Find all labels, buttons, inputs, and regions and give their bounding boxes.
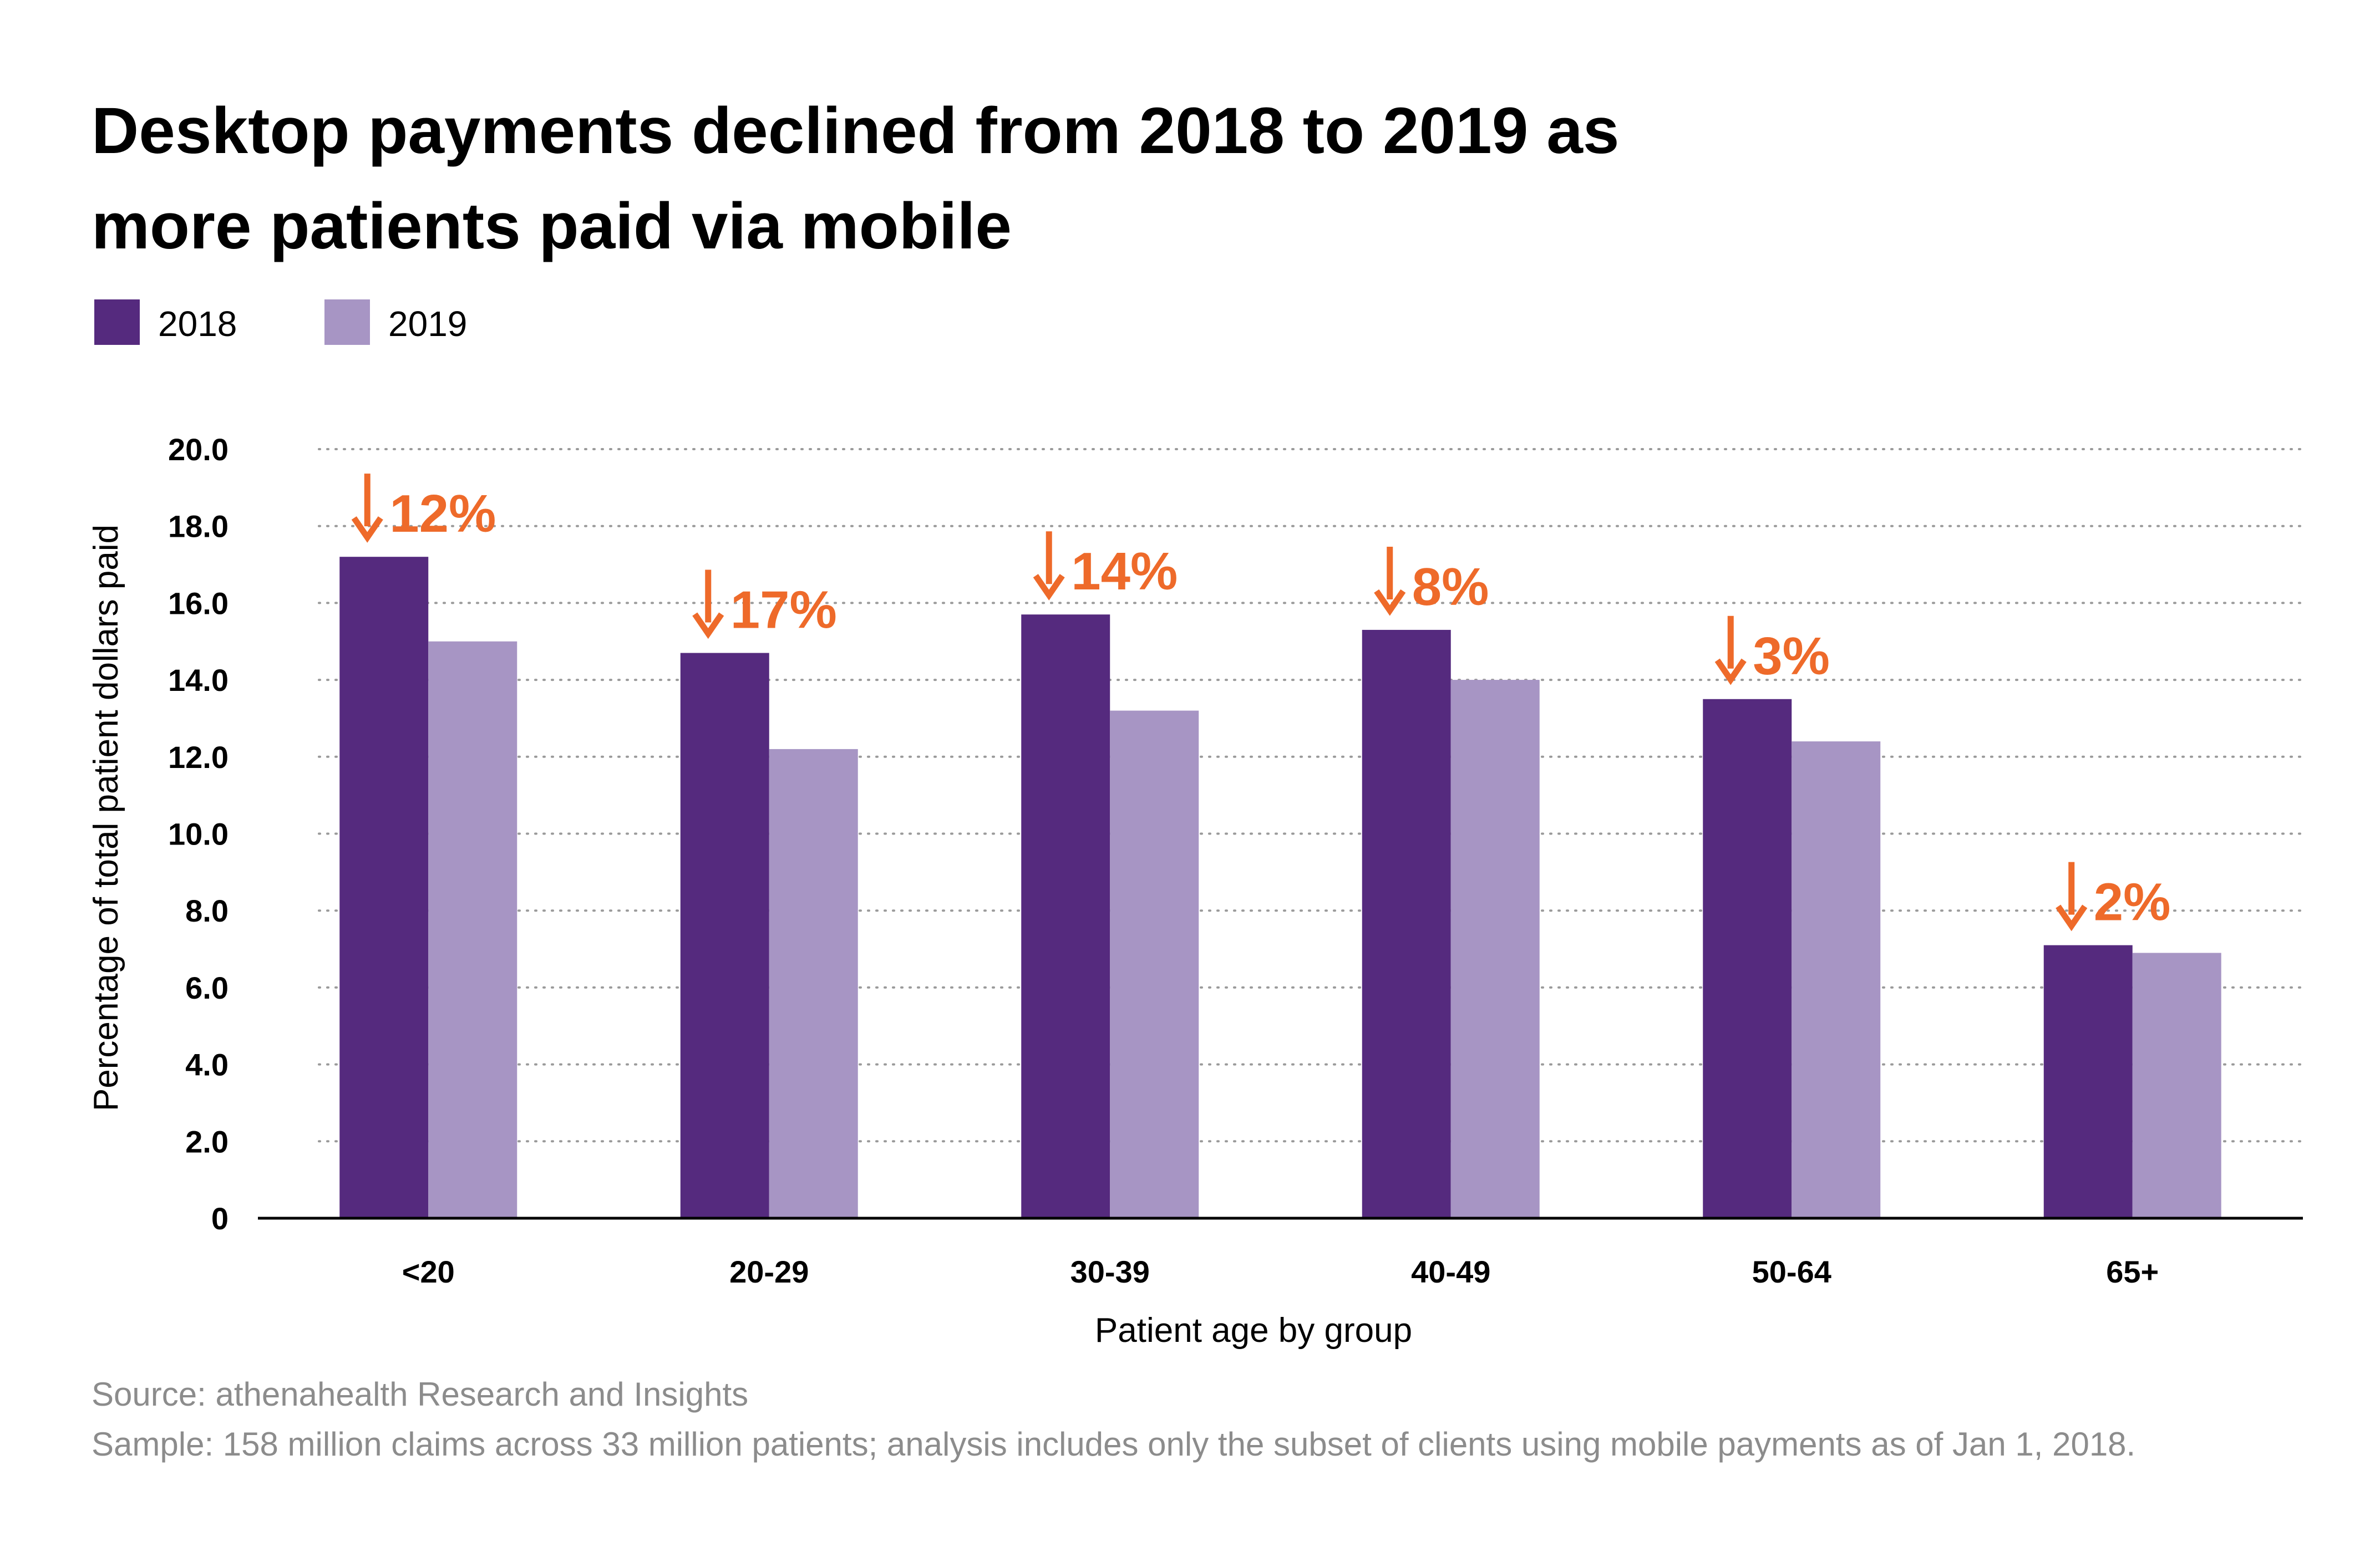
down-arrow-icon — [1033, 531, 1065, 601]
x-tick-label: 20-29 — [729, 1254, 809, 1289]
bar-2019-1 — [769, 749, 858, 1218]
x-tick-label: 40-49 — [1411, 1254, 1490, 1289]
x-tick-label: 30-39 — [1070, 1254, 1150, 1289]
bar-2018-3 — [1362, 629, 1451, 1218]
change-annotation: 2% — [2056, 862, 2171, 932]
bar-2018-2 — [1021, 614, 1110, 1218]
legend-swatch-2018 — [94, 299, 140, 345]
down-arrow-head — [1374, 589, 1406, 616]
down-arrow-head — [1714, 658, 1747, 685]
source-note: Source: athenahealth Research and Insigh… — [92, 1376, 749, 1413]
bar-2019-5 — [2132, 953, 2221, 1218]
down-arrow-head — [692, 612, 724, 639]
change-annotation: 17% — [692, 569, 837, 640]
bar-2018-0 — [339, 557, 429, 1219]
x-axis-categories: <20 20-29 30-39 40-49 50-64 65+ — [402, 1254, 2159, 1289]
change-annotation: 12% — [351, 474, 496, 543]
chart-title-line-2: more patients paid via mobile — [92, 190, 1012, 263]
down-arrow-icon — [1374, 546, 1406, 616]
change-annotations: 12% 17% 14% 8% 3% 2% — [351, 474, 2171, 932]
bar-2018-4 — [1703, 699, 1792, 1218]
change-label: 8% — [1412, 557, 1489, 617]
x-tick-label: <20 — [402, 1254, 455, 1289]
change-label: 12% — [389, 484, 496, 543]
bar-2019-3 — [1450, 680, 1540, 1218]
y-tick-label: 20.0 — [168, 432, 229, 467]
change-label: 3% — [1753, 627, 1830, 686]
bar-2019-0 — [428, 641, 517, 1218]
down-arrow-icon — [351, 474, 383, 543]
y-axis-label: Percentage of total patient dollars paid — [87, 525, 125, 1111]
legend-swatch-2019 — [324, 299, 370, 345]
y-tick-label: 2.0 — [185, 1124, 229, 1159]
bar-2018-5 — [2043, 945, 2133, 1218]
change-annotation: 8% — [1374, 546, 1489, 617]
down-arrow-head — [351, 516, 383, 543]
y-axis-ticks: 0 2.0 4.0 6.0 8.0 10.0 12.0 14.0 16.0 18.0 20.0 — [168, 432, 229, 1236]
bar-2019-4 — [1792, 741, 1881, 1218]
y-tick-label: 16.0 — [168, 586, 229, 620]
y-tick-label: 4.0 — [185, 1047, 229, 1082]
y-tick-label: 8.0 — [185, 893, 229, 928]
y-tick-label: 0 — [211, 1201, 229, 1236]
bars — [339, 557, 2221, 1219]
change-label: 17% — [730, 581, 837, 640]
bar-2019-2 — [1110, 710, 1199, 1218]
down-arrow-head — [1033, 574, 1065, 601]
down-arrow-icon — [692, 569, 724, 639]
chart-title: Desktop payments declined from 2018 to 2… — [92, 83, 1977, 274]
gridlines — [318, 448, 2304, 1143]
x-tick-label: 65+ — [2106, 1254, 2159, 1289]
legend-label-2018: 2018 — [158, 304, 237, 344]
bar-2018-1 — [680, 653, 769, 1218]
down-arrow-icon — [1714, 615, 1747, 685]
change-label: 2% — [2094, 873, 2171, 932]
down-arrow-icon — [2056, 862, 2088, 932]
sample-note: Sample: 158 million claims across 33 mil… — [92, 1426, 2136, 1463]
down-arrow-head — [2056, 904, 2088, 932]
change-label: 14% — [1071, 542, 1178, 601]
chart-title-line-1: Desktop payments declined from 2018 to 2… — [92, 94, 1620, 167]
y-tick-label: 12.0 — [168, 740, 229, 775]
y-tick-label: 10.0 — [168, 817, 229, 852]
x-axis-label: Patient age by group — [1095, 1311, 1412, 1350]
y-tick-label: 18.0 — [168, 509, 229, 544]
change-annotation: 14% — [1033, 531, 1178, 601]
change-annotation: 3% — [1714, 615, 1830, 686]
x-tick-label: 50-64 — [1752, 1254, 1831, 1289]
y-tick-label: 6.0 — [185, 970, 229, 1005]
legend-label-2019: 2019 — [388, 304, 468, 344]
y-tick-label: 14.0 — [168, 663, 229, 698]
